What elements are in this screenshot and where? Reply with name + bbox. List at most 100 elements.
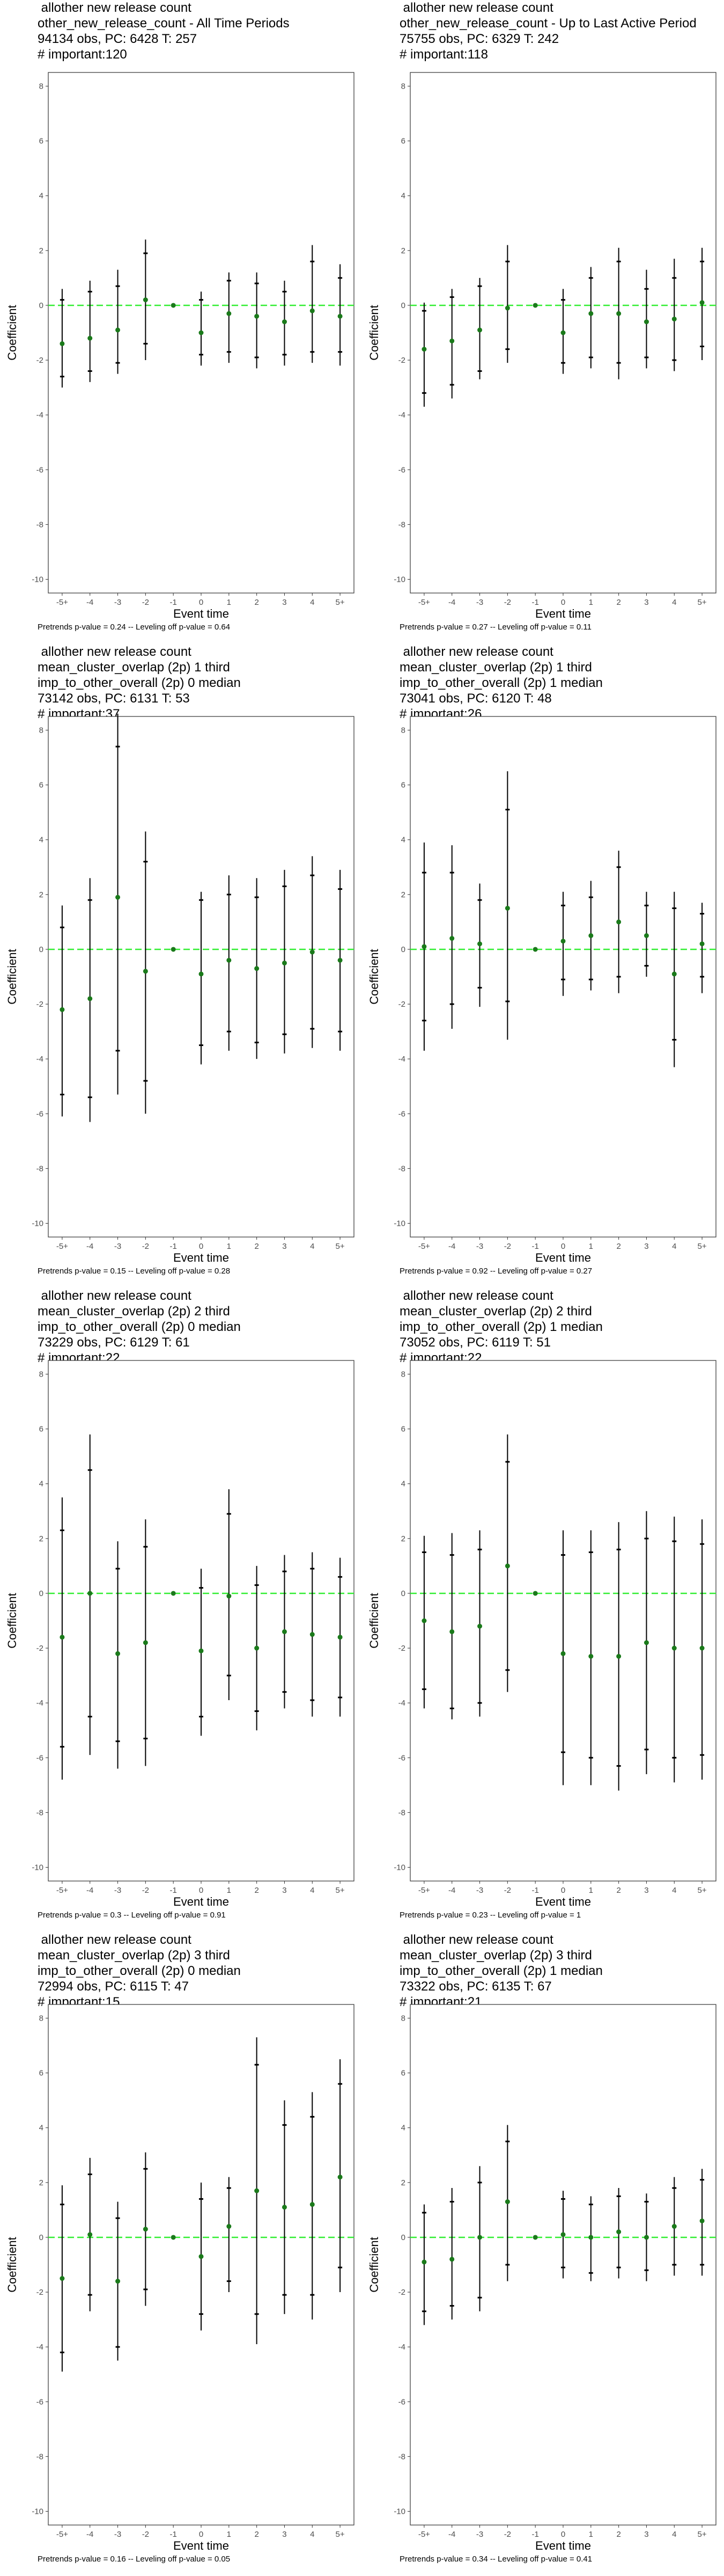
coefficient-point	[422, 944, 427, 949]
y-tick-label: 0	[39, 945, 43, 954]
x-tick-label: 1	[589, 598, 593, 607]
coefficient-point	[560, 939, 566, 944]
x-tick-label: -1	[170, 598, 177, 607]
y-tick-label: -6	[398, 465, 405, 474]
coefficient-point	[644, 2235, 649, 2240]
x-tick-label: 5+	[698, 2530, 707, 2539]
event-study-panel: allother new release count mean_cluster_o…	[362, 1288, 724, 1932]
y-tick-label: -10	[32, 1863, 43, 1872]
y-tick-label: 0	[39, 301, 43, 310]
y-tick-label: -2	[36, 2288, 43, 2297]
y-tick-label: -6	[398, 1109, 405, 1118]
coefficient-point	[644, 1640, 649, 1645]
x-tick-label: 4	[310, 598, 314, 607]
y-tick-label: 4	[39, 192, 43, 201]
y-tick-label: -4	[36, 1055, 43, 1064]
x-tick-label: 5+	[698, 1886, 707, 1895]
coefficient-point	[422, 2259, 427, 2265]
coefficient-point	[588, 933, 594, 938]
coefficient-point	[477, 2235, 483, 2240]
x-tick-label: -1	[170, 1886, 177, 1895]
pvalue-note: Pretrends p-value = 0.15 -- Leveling off…	[38, 1267, 231, 1276]
coefficient-point	[505, 305, 510, 311]
x-tick-label: 4	[672, 1242, 676, 1251]
panel-title-line: mean_cluster_overlap (2p) 2 third	[38, 1304, 230, 1319]
y-tick-label: -10	[394, 575, 405, 584]
event-study-panel: allother new release count mean_cluster_o…	[362, 1932, 724, 2576]
coefficient-point	[254, 966, 260, 971]
x-tick-label: 4	[310, 1886, 314, 1895]
x-tick-label: -5+	[56, 598, 68, 607]
y-tick-label: -8	[398, 520, 405, 529]
x-tick-label: 4	[672, 598, 676, 607]
panel-title: allother new release count other_new_rele…	[400, 0, 697, 62]
coefficient-point	[254, 1645, 260, 1651]
x-tick-label: -2	[504, 598, 511, 607]
y-tick-label: 4	[39, 1480, 43, 1489]
y-tick-label: 4	[39, 836, 43, 845]
event-study-panel: allother new release count mean_cluster_o…	[0, 1932, 362, 2576]
x-tick-label: 0	[199, 1242, 203, 1251]
panel-title-line: allother new release count	[38, 1, 191, 15]
x-tick-label: -3	[114, 1886, 121, 1895]
y-tick-label: -10	[32, 2507, 43, 2516]
y-tick-label: -6	[398, 2397, 405, 2406]
y-tick-label: 2	[401, 890, 405, 899]
x-tick-label: -2	[142, 1242, 149, 1251]
x-tick-label: -4	[448, 598, 455, 607]
panel-title-line: allother new release count	[400, 1, 553, 15]
panel-title-line: 73142 obs, PC: 6131 T: 53	[38, 691, 190, 706]
y-tick-label: -4	[398, 411, 405, 420]
coefficient-point	[477, 1623, 483, 1629]
x-tick-label: 5+	[336, 2530, 345, 2539]
y-tick-label: 6	[39, 137, 43, 146]
x-tick-label: -1	[170, 2530, 177, 2539]
y-tick-label: 2	[39, 1534, 43, 1543]
y-tick-label: -2	[398, 356, 405, 365]
coefficient-point	[449, 338, 455, 343]
y-tick-label: 0	[401, 945, 405, 954]
x-tick-label: -5+	[418, 1242, 430, 1251]
event-study-panel: allother new release count mean_cluster_o…	[0, 644, 362, 1288]
y-tick-label: 8	[401, 726, 405, 735]
y-tick-label: -8	[36, 2452, 43, 2461]
coefficient-point	[616, 311, 622, 316]
y-tick-label: -6	[398, 1753, 405, 1762]
x-tick-label: -3	[476, 1242, 483, 1251]
x-tick-label: -5+	[418, 1886, 430, 1895]
event-study-panel: allother new release count mean_cluster_o…	[362, 644, 724, 1288]
x-axis-title: Event time	[173, 2539, 229, 2552]
x-tick-label: -2	[504, 1886, 511, 1895]
y-tick-label: -6	[36, 1109, 43, 1118]
panel-title-line: imp_to_other_overall (2p) 0 median	[38, 676, 241, 690]
y-tick-label: -4	[36, 1699, 43, 1708]
coefficient-point	[87, 2232, 93, 2237]
coefficient-point	[226, 957, 232, 963]
x-tick-label: 3	[282, 598, 286, 607]
x-tick-label: 3	[282, 1886, 286, 1895]
x-tick-label: 5+	[336, 598, 345, 607]
y-axis-title: Coefficient	[5, 305, 19, 361]
y-axis-title: Coefficient	[367, 949, 381, 1005]
coefficient-point	[644, 933, 649, 938]
y-axis-title: Coefficient	[5, 2237, 19, 2293]
x-tick-label: -4	[86, 1886, 93, 1895]
coefficient-point	[422, 1618, 427, 1623]
coefficient-point	[449, 936, 455, 941]
x-tick-label: -3	[114, 1242, 121, 1251]
y-tick-label: -2	[398, 1644, 405, 1653]
panel-title-line: mean_cluster_overlap (2p) 2 third	[400, 1304, 592, 1319]
x-tick-label: -5+	[56, 1242, 68, 1251]
x-tick-label: 2	[616, 2530, 620, 2539]
coefficient-point	[87, 1591, 93, 1596]
coefficient-point	[671, 1645, 677, 1651]
coefficient-point	[115, 327, 121, 333]
coefficient-point	[505, 2199, 510, 2205]
coefficient-point	[198, 971, 204, 977]
pvalue-note: Pretrends p-value = 0.3 -- Leveling off …	[38, 1911, 226, 1920]
x-tick-label: -2	[142, 598, 149, 607]
y-tick-label: -6	[36, 465, 43, 474]
